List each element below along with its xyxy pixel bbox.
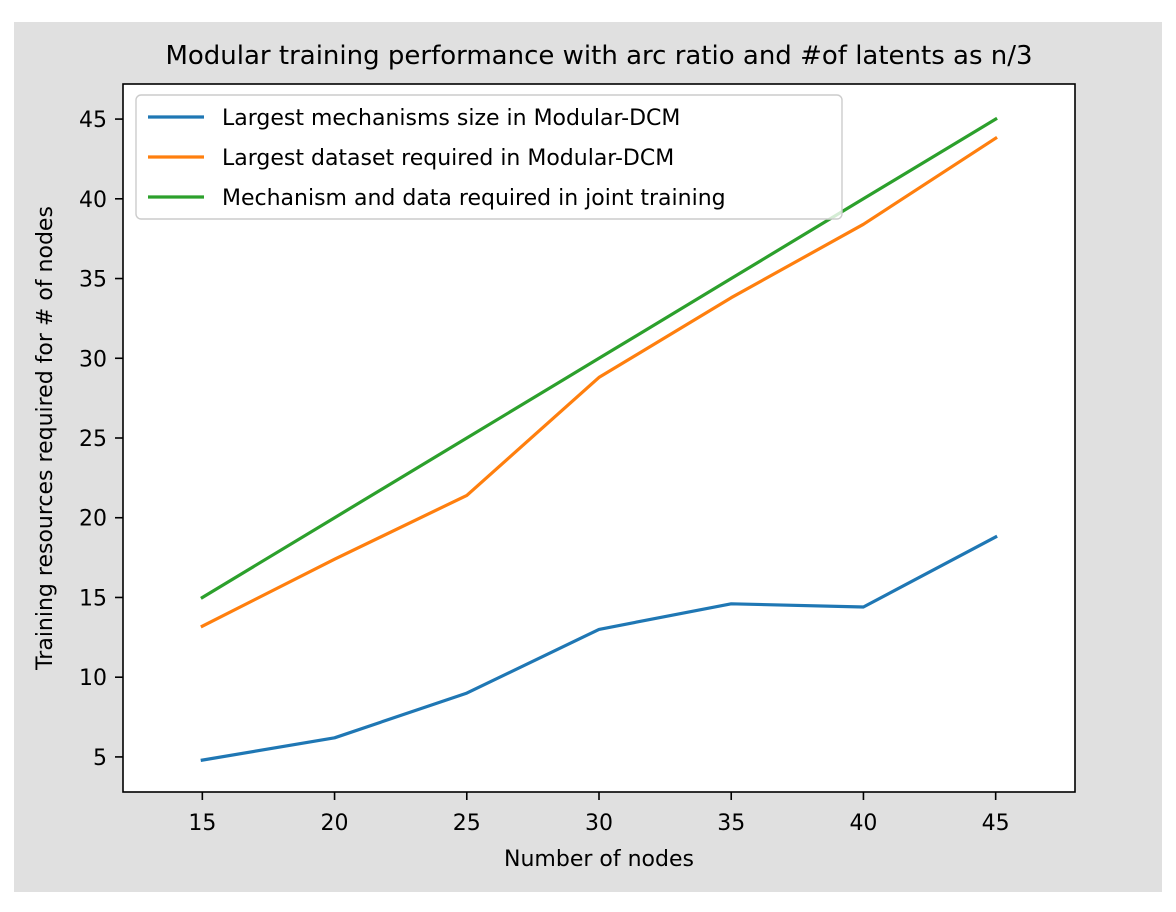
y-tick-label: 25 (79, 427, 107, 452)
series-lines (200, 116, 998, 762)
x-axis-label: Number of nodes (504, 847, 694, 872)
legend-label-1: Largest mechanisms size in Modular-DCM (222, 106, 680, 131)
legend: Largest mechanisms size in Modular-DCM La… (135, 94, 843, 220)
y-tick-label: 20 (79, 507, 107, 532)
x-tick-label: 30 (585, 811, 613, 836)
y-tick-label: 10 (79, 666, 107, 691)
x-tick-label: 35 (717, 811, 745, 836)
x-tick-label: 45 (982, 811, 1010, 836)
y-axis-label: Training resources required for # of nod… (33, 206, 58, 671)
chart-title: Modular training performance with arc ra… (165, 41, 1032, 71)
legend-label-2: Largest dataset required in Modular-DCM (222, 146, 674, 171)
y-tick-label: 30 (79, 347, 107, 372)
x-tick-label: 25 (453, 811, 481, 836)
x-tick-label: 40 (849, 811, 877, 836)
series-line-3 (200, 116, 998, 600)
legend-frame (135, 94, 843, 220)
series-line-2 (200, 135, 998, 629)
y-axis-ticks: 5 10 15 20 25 30 35 40 45 (79, 108, 123, 771)
x-axis-ticks: 15 20 25 30 35 40 45 (188, 792, 1010, 836)
y-tick-label: 15 (79, 586, 107, 611)
x-tick-label: 15 (188, 811, 216, 836)
y-tick-label: 5 (93, 746, 107, 771)
series-line-1 (200, 534, 998, 762)
y-tick-label: 35 (79, 268, 107, 293)
y-tick-label: 45 (79, 108, 107, 133)
legend-label-3: Mechanism and data required in joint tra… (222, 186, 726, 211)
y-tick-label: 40 (79, 188, 107, 213)
x-tick-label: 20 (321, 811, 349, 836)
